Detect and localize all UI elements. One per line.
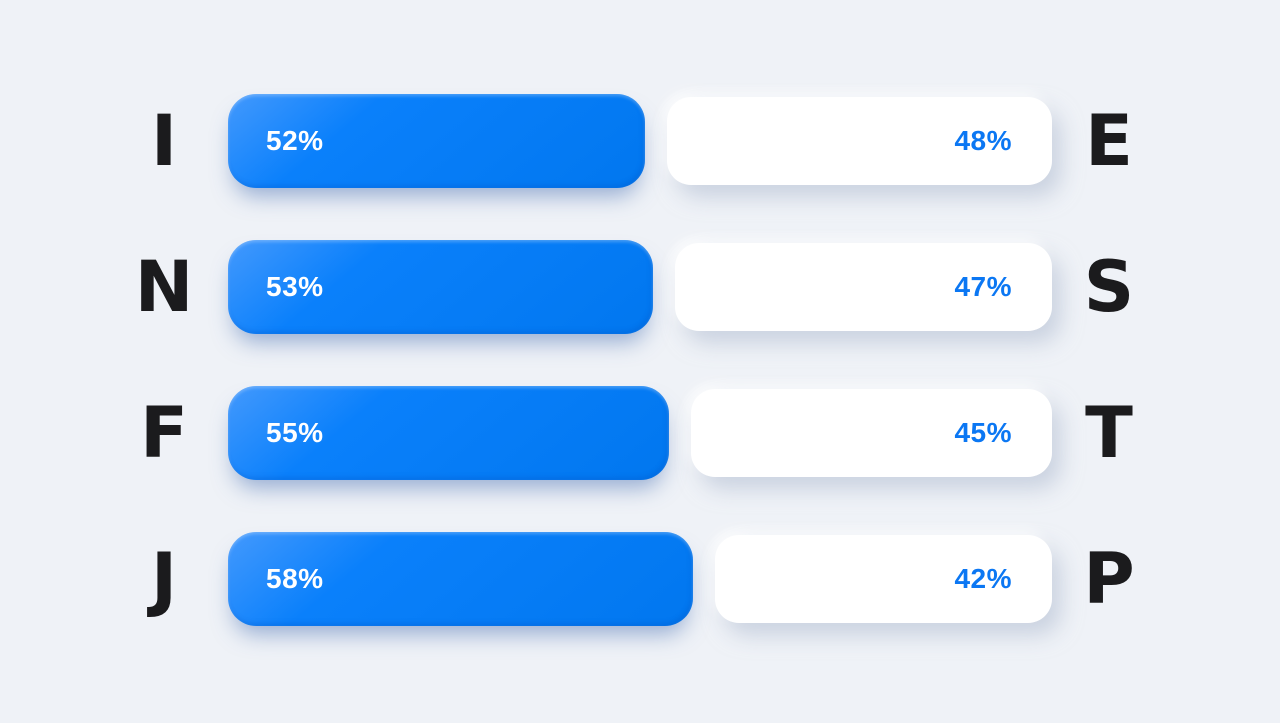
trait-letter-left: J [150,538,178,620]
left-trait-bar: 52% [228,94,646,188]
trait-bar-track: 52% 48% [228,94,1052,188]
trait-row-jp: J 58% 42% P [0,532,1280,626]
right-trait-bar: 48% [667,97,1052,185]
trait-letter-left: N [134,246,194,328]
left-trait-percentage: 53% [266,271,324,302]
trait-letter-right: E [1085,100,1133,182]
trait-letter-right: S [1083,246,1135,328]
right-trait-bar: 42% [715,535,1052,623]
trait-row-ns: N 53% 47% S [0,240,1280,334]
right-trait-percentage: 45% [954,417,1012,448]
right-trait-percentage: 47% [954,271,1012,302]
trait-letter-left: I [150,100,178,182]
left-trait-bar: 58% [228,532,694,626]
left-trait-percentage: 52% [266,125,324,156]
trait-row-ft: F 55% 45% T [0,386,1280,480]
trait-bar-track: 58% 42% [228,532,1052,626]
personality-trait-chart: I 52% 48% E N 53% 47% S F 55% [0,94,1280,626]
trait-letter-right: P [1083,538,1135,620]
left-trait-percentage: 55% [266,417,324,448]
trait-bar-track: 55% 45% [228,386,1052,480]
trait-row-ie: I 52% 48% E [0,94,1280,188]
right-trait-bar: 45% [691,389,1052,477]
right-trait-bar: 47% [675,243,1052,331]
trait-letter-left: F [140,392,188,474]
left-trait-bar: 53% [228,240,654,334]
left-trait-percentage: 58% [266,563,324,594]
right-trait-percentage: 48% [954,125,1012,156]
trait-letter-right: T [1085,392,1133,474]
left-trait-bar: 55% [228,386,670,480]
right-trait-percentage: 42% [954,563,1012,594]
trait-bar-track: 53% 47% [228,240,1052,334]
